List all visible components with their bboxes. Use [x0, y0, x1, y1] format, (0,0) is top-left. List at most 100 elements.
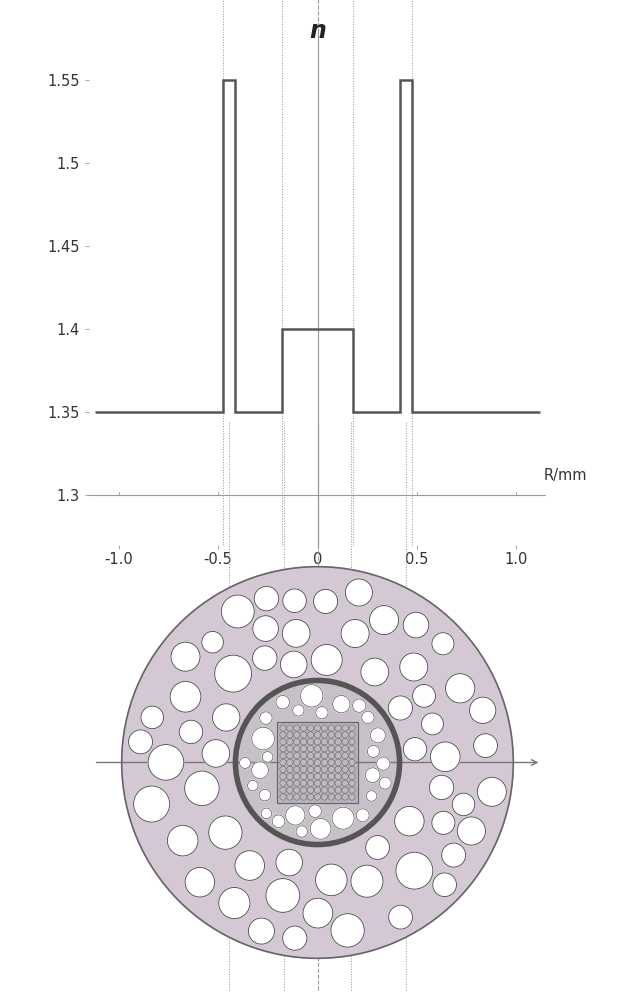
Circle shape — [293, 787, 300, 793]
Circle shape — [433, 873, 457, 897]
Circle shape — [452, 793, 475, 816]
Circle shape — [328, 766, 335, 773]
Circle shape — [300, 752, 307, 759]
Circle shape — [141, 706, 164, 729]
Circle shape — [335, 732, 342, 738]
Circle shape — [287, 746, 293, 752]
Circle shape — [185, 867, 215, 897]
Circle shape — [185, 771, 219, 806]
Circle shape — [469, 697, 496, 724]
Circle shape — [314, 759, 321, 766]
Circle shape — [293, 780, 300, 786]
Circle shape — [213, 704, 240, 731]
Circle shape — [171, 642, 200, 671]
Circle shape — [474, 734, 497, 758]
Circle shape — [280, 787, 286, 793]
Circle shape — [276, 695, 290, 709]
Circle shape — [262, 752, 273, 762]
Circle shape — [300, 759, 307, 766]
Circle shape — [328, 725, 335, 731]
Text: R/mm: R/mm — [544, 468, 587, 483]
Circle shape — [328, 759, 335, 766]
Bar — [277, 722, 358, 803]
Circle shape — [351, 865, 383, 897]
Circle shape — [307, 780, 314, 786]
Circle shape — [314, 794, 321, 800]
Circle shape — [276, 849, 302, 876]
Circle shape — [331, 914, 364, 947]
Circle shape — [307, 732, 314, 738]
Circle shape — [209, 816, 242, 849]
Circle shape — [287, 759, 293, 766]
Circle shape — [218, 887, 250, 919]
Circle shape — [239, 757, 251, 768]
Circle shape — [122, 567, 513, 958]
Circle shape — [202, 631, 224, 653]
Circle shape — [341, 619, 369, 648]
Circle shape — [287, 787, 293, 793]
Circle shape — [168, 825, 198, 856]
Circle shape — [307, 746, 314, 752]
Circle shape — [366, 791, 377, 801]
Circle shape — [342, 759, 348, 766]
Circle shape — [293, 725, 300, 731]
Circle shape — [272, 815, 285, 828]
Circle shape — [328, 787, 335, 793]
Circle shape — [321, 780, 328, 786]
Circle shape — [260, 712, 272, 724]
Circle shape — [377, 757, 390, 770]
Circle shape — [300, 746, 307, 752]
Circle shape — [365, 768, 380, 783]
Circle shape — [362, 711, 374, 724]
Circle shape — [293, 773, 300, 779]
Circle shape — [342, 773, 348, 779]
Circle shape — [202, 740, 230, 767]
Circle shape — [349, 780, 355, 786]
Circle shape — [335, 780, 342, 786]
Circle shape — [349, 752, 355, 759]
Circle shape — [349, 773, 355, 779]
Circle shape — [287, 725, 293, 731]
Circle shape — [251, 727, 274, 750]
Circle shape — [280, 766, 286, 773]
Circle shape — [314, 739, 321, 745]
Circle shape — [446, 674, 475, 703]
Circle shape — [309, 805, 321, 817]
Circle shape — [335, 794, 342, 800]
Circle shape — [280, 780, 286, 786]
Circle shape — [349, 766, 355, 773]
Circle shape — [379, 777, 391, 789]
Circle shape — [280, 773, 286, 779]
Circle shape — [261, 808, 272, 819]
Circle shape — [321, 794, 328, 800]
Circle shape — [293, 739, 300, 745]
Circle shape — [349, 759, 355, 766]
Circle shape — [283, 619, 310, 647]
Circle shape — [367, 745, 380, 757]
Circle shape — [300, 773, 307, 779]
Circle shape — [328, 746, 335, 752]
Circle shape — [316, 707, 328, 719]
Circle shape — [293, 705, 304, 716]
Circle shape — [321, 732, 328, 738]
Circle shape — [280, 794, 286, 800]
Circle shape — [280, 732, 286, 738]
Circle shape — [314, 589, 338, 614]
Circle shape — [170, 681, 201, 712]
Circle shape — [287, 780, 293, 786]
Circle shape — [321, 787, 328, 793]
Circle shape — [287, 752, 293, 759]
Circle shape — [293, 732, 300, 738]
Circle shape — [307, 725, 314, 731]
Circle shape — [293, 794, 300, 800]
Circle shape — [280, 746, 286, 752]
Circle shape — [335, 759, 342, 766]
Circle shape — [342, 732, 348, 738]
Circle shape — [332, 807, 354, 829]
Circle shape — [370, 728, 385, 743]
Circle shape — [335, 746, 342, 752]
Circle shape — [335, 787, 342, 793]
Circle shape — [321, 766, 328, 773]
Circle shape — [370, 606, 399, 635]
Circle shape — [293, 752, 300, 759]
